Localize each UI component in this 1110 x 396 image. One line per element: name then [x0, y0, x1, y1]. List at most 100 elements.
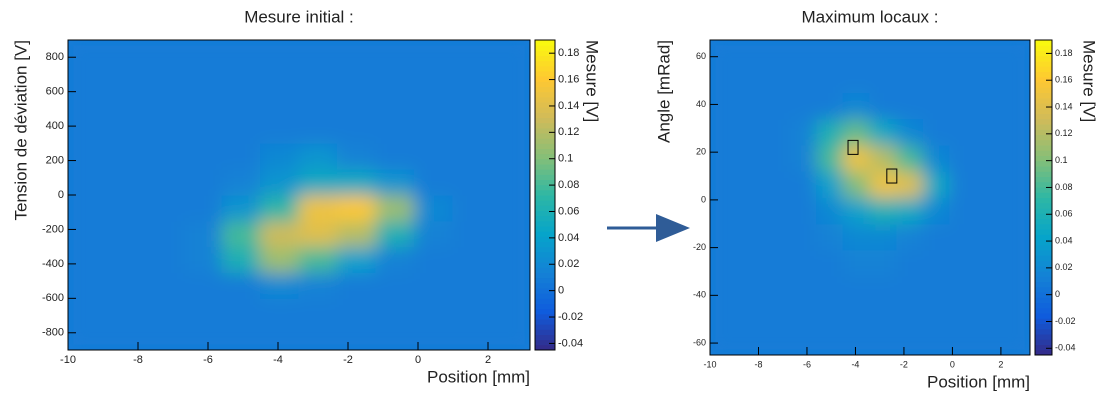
colorbar-step — [535, 76, 555, 82]
heat-cell — [337, 65, 377, 93]
colorbar-frame — [1034, 39, 1053, 356]
heat-cell — [922, 302, 951, 330]
heat-cell — [221, 117, 261, 144]
heat-cell — [68, 168, 107, 196]
heat-cell — [375, 117, 415, 144]
heat-cell — [298, 246, 338, 273]
heat-cell — [68, 40, 107, 67]
heat-cell — [896, 118, 924, 146]
colorbar-step — [535, 55, 555, 62]
heat-cell — [922, 144, 951, 172]
colorbar-step — [535, 226, 555, 232]
heat-cell — [68, 142, 107, 170]
colorbar-step — [1035, 229, 1052, 235]
colorbar-step — [1035, 66, 1052, 72]
heat-cell — [949, 144, 978, 172]
colorbar-tick-label: -0.02 — [1055, 316, 1076, 326]
colorbar-frame — [534, 39, 556, 351]
heat-cell — [816, 249, 844, 277]
heat-cell — [789, 197, 818, 225]
colorbar-step — [1035, 97, 1052, 104]
heat-cell — [736, 170, 764, 198]
heat-cell — [789, 118, 818, 146]
heat-cell — [736, 328, 764, 355]
colorbar-tick-label: 0 — [558, 285, 564, 297]
heat-cell — [949, 40, 978, 67]
colorbar-step — [1035, 286, 1052, 293]
heat-cell — [816, 275, 844, 303]
heat-cell — [183, 297, 223, 325]
heat-cell — [976, 92, 1004, 120]
x-tick-label: 0 — [415, 354, 421, 366]
colorbar-step — [1035, 113, 1052, 120]
heat-cell — [375, 220, 415, 248]
colorbar-tick-label: 0.16 — [558, 73, 579, 85]
heat-cell — [452, 246, 492, 273]
colorbar-step — [1035, 218, 1052, 225]
colorbar-step — [535, 148, 555, 155]
heat-cell — [896, 223, 924, 251]
heat-cell — [337, 272, 377, 299]
heat-cell — [816, 144, 844, 172]
colorbar-label: Mesure [V] — [1080, 40, 1099, 122]
heat-cell — [144, 40, 184, 67]
colorbar-step — [535, 298, 555, 304]
heat-cell — [144, 323, 184, 350]
heat-cell — [144, 142, 184, 170]
heat-cell — [949, 118, 978, 146]
y-tick-label: 20 — [696, 147, 706, 157]
heat-cell — [710, 170, 738, 198]
heat-cell — [789, 92, 818, 120]
heat-cell — [869, 275, 898, 303]
heat-cell — [491, 246, 530, 273]
heat-cell — [106, 117, 146, 144]
colorbar-step — [535, 267, 555, 273]
heat-cell — [842, 223, 871, 251]
colorbar-step — [535, 236, 555, 242]
heat-cell — [842, 328, 871, 355]
y-tick-label: 600 — [46, 86, 64, 98]
heat-cell — [736, 144, 764, 172]
heat-cell — [491, 168, 530, 196]
colorbar-step — [1035, 150, 1052, 156]
heat-cell — [949, 302, 978, 330]
heat-cell — [106, 194, 146, 222]
heat-cell — [375, 246, 415, 273]
heat-cell — [491, 142, 530, 170]
heat-cell — [1002, 144, 1030, 172]
heat-cell — [221, 65, 261, 93]
heat-cell — [144, 91, 184, 118]
colorbar-tick-label: 0.08 — [1055, 182, 1073, 192]
heat-cell — [260, 297, 300, 325]
y-tick-label: 0 — [58, 189, 64, 201]
heat-cell — [869, 223, 898, 251]
heat-cell — [842, 144, 871, 172]
colorbar-step — [535, 45, 555, 51]
colorbar-step — [535, 102, 555, 108]
colorbar-step — [535, 117, 555, 124]
heat-cell — [452, 142, 492, 170]
heat-cell — [183, 65, 223, 93]
heat-cell — [337, 142, 377, 170]
heat-cell — [491, 65, 530, 93]
heat-cell — [789, 328, 818, 355]
heat-cell — [922, 118, 951, 146]
y-tick-label: -800 — [42, 327, 64, 339]
heat-cell — [896, 92, 924, 120]
y-tick-label: 0 — [701, 194, 706, 204]
colorbar-step — [535, 133, 555, 139]
colorbar-step — [535, 344, 555, 351]
heat-cell — [260, 323, 300, 350]
colorbar-step — [1035, 171, 1052, 177]
heat-cell — [414, 323, 454, 350]
heat-cell — [106, 40, 146, 67]
heat-cell — [869, 118, 898, 146]
heat-cell — [816, 118, 844, 146]
y-tick-label: -400 — [42, 258, 64, 270]
heat-cell — [736, 40, 764, 67]
heat-cell — [789, 65, 818, 93]
colorbar-tick-label: 0 — [1055, 289, 1060, 299]
heat-cell — [144, 194, 184, 222]
heat-cell — [106, 142, 146, 170]
heat-cell — [414, 220, 454, 248]
